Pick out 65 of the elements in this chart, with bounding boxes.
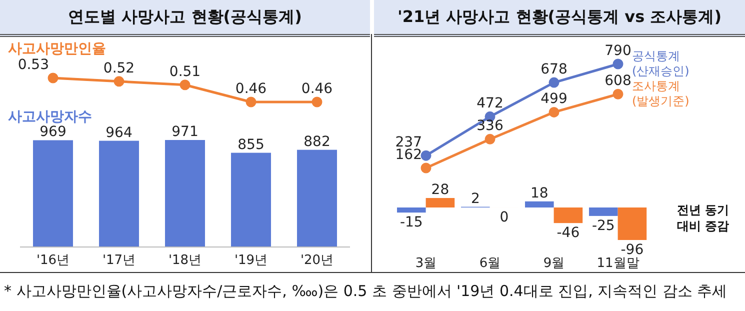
series-label: 조사통계 (발생기준) [632,79,690,108]
x-tick-label: '19년 [234,253,268,268]
bar [397,207,426,213]
x-tick-label: 11월말 [596,256,640,272]
bar [554,207,583,224]
data-label: 855 [238,136,264,153]
point [548,106,560,118]
point [612,88,624,100]
bar [297,150,337,247]
data-label: 790 [604,43,632,59]
x-tick-label: '16년 [36,253,70,268]
bar [99,140,139,247]
data-label: 0 [500,209,509,226]
data-label: -46 [556,225,580,242]
point [420,150,432,161]
bar [165,140,205,247]
series-label: 사고사망자수 [8,108,92,126]
bar [426,198,455,208]
data-label: -15 [400,214,423,231]
data-label: 499 [540,91,568,108]
point [420,162,432,174]
x-tick-label: '18년 [168,253,202,268]
point [48,72,58,84]
data-label: -96 [620,242,644,258]
point [246,96,256,108]
bar [525,201,554,208]
chart-title: 연도별 사망사고 현황(공식통계) [0,0,370,37]
series-label: 공식통계 (산재승인) [632,49,690,78]
text: * 사고사망만인율(사고사망자수/근로자수, ‱)은 0.5 초 중반에서 '19년 0.4대로 진입, 지속적인 감소 추세 [4,282,728,301]
point [484,134,496,144]
bar [618,207,647,240]
point [180,80,190,90]
bar [231,152,271,247]
series-label: 사고사망만인율 [8,40,106,58]
data-label: 336 [476,118,504,134]
data-label: 0.46 [235,81,267,97]
bar [33,140,73,247]
x-tick-label: 3월 [415,256,437,272]
data-label: 969 [40,124,66,140]
data-label: 0.53 [18,57,49,73]
point [114,76,124,87]
bar [589,207,618,216]
x-tick-label: '17년 [102,253,136,268]
point [612,58,624,70]
x-tick-label: 9월 [543,256,565,272]
point [312,96,322,108]
x-tick-label: '20년 [300,253,334,268]
text: 전년 동기 대비 증감 [677,202,730,234]
data-label: 472 [476,96,504,112]
data-label: 18 [530,185,548,202]
data-label: 678 [540,62,568,78]
data-label: 28 [431,182,450,198]
data-label: 882 [304,134,330,150]
data-label: -25 [592,218,615,234]
data-label: 608 [604,73,632,90]
chart-title: '21년 사망사고 현황(공식통계 vs 조사통계) [374,0,745,37]
data-label: 964 [106,124,132,141]
data-label: 0.51 [169,64,201,80]
data-label: 0.46 [301,81,333,97]
data-label: 2 [470,190,480,207]
data-label: 0.52 [103,60,135,76]
x-tick-label: 6월 [479,256,501,272]
data-label: 162 [395,147,422,163]
point [548,77,560,88]
data-label: 971 [172,124,198,140]
